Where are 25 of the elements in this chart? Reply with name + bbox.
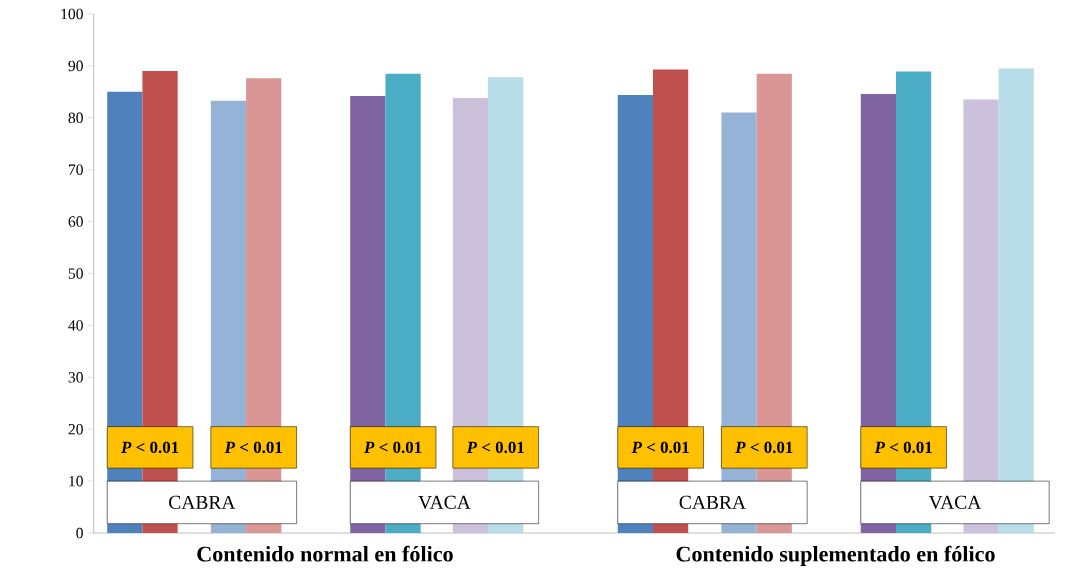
y-tick-label: 90	[68, 60, 83, 72]
y-tick-label: 50	[68, 268, 83, 279]
annotation: P < 0.01	[466, 441, 524, 454]
y-tick-label: 80	[68, 112, 83, 124]
bar	[998, 68, 1034, 534]
annotation: P < 0.01	[735, 441, 793, 454]
y-tick-label: 40	[68, 320, 83, 331]
y-tick-label: 70	[68, 164, 83, 176]
y-tick-label: 10	[69, 475, 83, 487]
annotation: P < 0.01	[364, 441, 422, 454]
annotation: P < 0.01	[874, 441, 932, 454]
annotation: P < 0.01	[631, 441, 689, 454]
annotation: P < 0.01	[121, 441, 179, 454]
y-tick-label: 100	[61, 8, 83, 20]
annotation: VACA	[418, 495, 471, 510]
x-tick-label: Contenido suplementado en fólico	[676, 545, 995, 567]
annotation: CABRA	[679, 495, 746, 510]
annotation: P < 0.01	[224, 441, 282, 454]
annotation: CABRA	[169, 495, 236, 510]
y-tick-label: 60	[68, 216, 83, 227]
y-tick-label: 30	[68, 372, 83, 383]
x-tick-label: Contenido normal en fólico	[197, 545, 453, 562]
annotation: VACA	[928, 495, 982, 510]
y-tick-label: 20	[68, 424, 83, 435]
y-tick-label: 0	[76, 527, 83, 539]
